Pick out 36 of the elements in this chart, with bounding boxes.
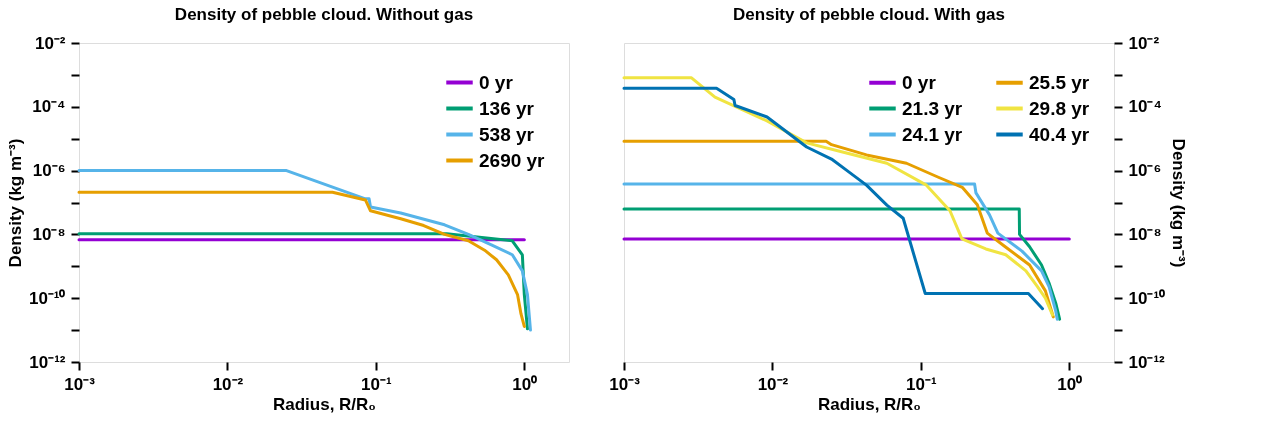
legend-label: 25.5 yr [1029, 71, 1090, 93]
legend-label: 24.1 yr [902, 123, 963, 145]
y-tick-label: 10⁻⁶ [1128, 161, 1162, 181]
legend-label: 2690 yr [479, 149, 546, 171]
legend-label: 40.4 yr [1029, 123, 1090, 145]
y-tick-label: 10⁻⁴ [32, 97, 66, 117]
x-tick-label: 10⁻¹ [906, 374, 937, 394]
y-tick-label: 10⁻⁴ [1128, 97, 1162, 117]
x-tick-label: 10⁻¹ [361, 374, 392, 394]
chart-title: Density of pebble cloud. Without gas [174, 5, 474, 24]
legend-label: 0 yr [902, 71, 937, 93]
y-tick-label: 10⁻¹⁰ [1128, 288, 1166, 308]
x-tick-label: 10⁰ [1057, 374, 1083, 394]
y-tick-label: 10⁻² [34, 33, 66, 53]
legend-label: 136 yr [479, 97, 535, 119]
y-tick-label: 10⁻¹² [29, 352, 66, 372]
x-tick-label: 10⁻³ [64, 374, 96, 394]
x-axis-title: Radius, R/R₀ [817, 394, 922, 414]
x-tick-label: 10⁻³ [609, 374, 641, 394]
y-tick-label: 10⁻¹⁰ [28, 288, 66, 308]
y-tick-label: 10⁻⁶ [32, 161, 66, 181]
y-axis-title: Density (kg m⁻³) [1169, 138, 1189, 268]
x-axis-title: Radius, R/R₀ [272, 394, 377, 414]
y-tick-label: 10⁻⁸ [32, 224, 66, 244]
x-tick-label: 10⁰ [512, 374, 538, 394]
y-tick-label: 10⁻¹² [1128, 352, 1166, 372]
y-tick-label: 10⁻² [1128, 33, 1160, 53]
legend-label: 29.8 yr [1029, 97, 1090, 119]
y-tick-label: 10⁻⁸ [1128, 224, 1162, 244]
legend-label: 21.3 yr [902, 97, 963, 119]
legend-label: 538 yr [479, 123, 535, 145]
x-tick-label: 10⁻² [757, 374, 789, 394]
legend-label: 0 yr [479, 71, 514, 93]
chart-title: Density of pebble cloud. With gas [733, 5, 1005, 24]
y-axis-title: Density (kg m⁻³) [5, 138, 25, 268]
x-tick-label: 10⁻² [212, 374, 244, 394]
